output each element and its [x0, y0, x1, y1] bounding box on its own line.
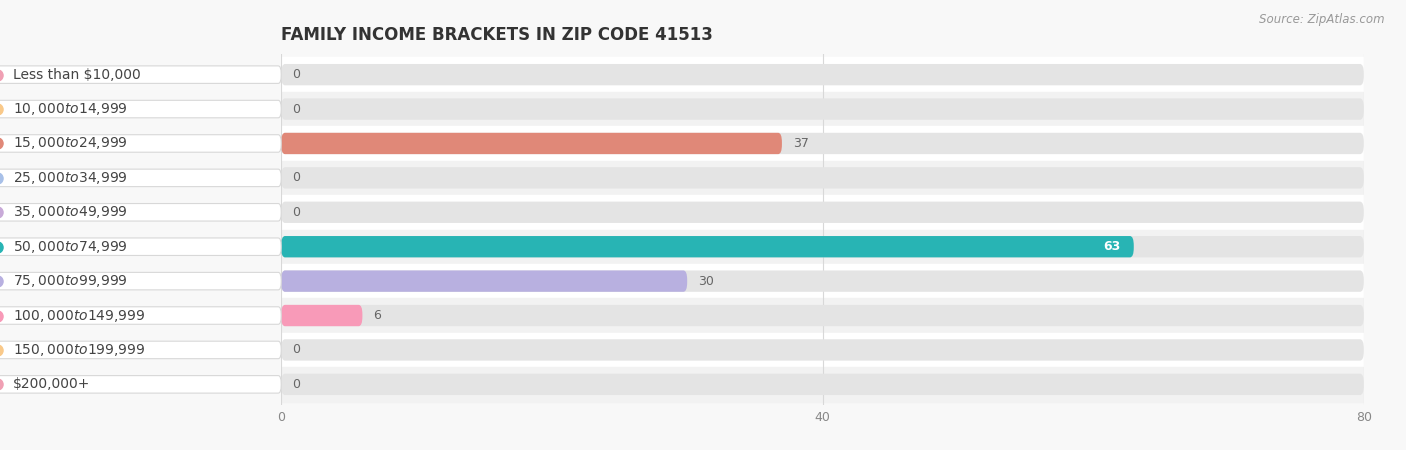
Text: 0: 0 [292, 343, 299, 356]
FancyBboxPatch shape [281, 236, 1133, 257]
Text: $15,000 to $24,999: $15,000 to $24,999 [13, 135, 128, 152]
FancyBboxPatch shape [281, 167, 1364, 189]
FancyBboxPatch shape [0, 238, 281, 256]
FancyBboxPatch shape [281, 64, 1364, 86]
Text: Source: ZipAtlas.com: Source: ZipAtlas.com [1260, 14, 1385, 27]
Text: 37: 37 [793, 137, 808, 150]
Text: $50,000 to $74,999: $50,000 to $74,999 [13, 238, 128, 255]
FancyBboxPatch shape [0, 66, 281, 83]
Text: 0: 0 [292, 206, 299, 219]
Text: 0: 0 [292, 103, 299, 116]
FancyBboxPatch shape [281, 236, 1364, 257]
FancyBboxPatch shape [281, 99, 1364, 120]
FancyBboxPatch shape [281, 270, 688, 292]
FancyBboxPatch shape [281, 374, 1364, 395]
Bar [281, 126, 1364, 161]
FancyBboxPatch shape [281, 270, 1364, 292]
Text: $100,000 to $149,999: $100,000 to $149,999 [13, 307, 146, 324]
FancyBboxPatch shape [281, 133, 1364, 154]
Bar [281, 161, 1364, 195]
FancyBboxPatch shape [0, 135, 281, 152]
Bar [281, 58, 1364, 92]
Text: 0: 0 [292, 68, 299, 81]
FancyBboxPatch shape [281, 133, 782, 154]
FancyBboxPatch shape [0, 307, 281, 324]
FancyBboxPatch shape [281, 305, 363, 326]
FancyBboxPatch shape [0, 272, 281, 290]
FancyBboxPatch shape [0, 341, 281, 359]
Text: $150,000 to $199,999: $150,000 to $199,999 [13, 342, 146, 358]
Text: 6: 6 [373, 309, 381, 322]
FancyBboxPatch shape [281, 202, 1364, 223]
Text: FAMILY INCOME BRACKETS IN ZIP CODE 41513: FAMILY INCOME BRACKETS IN ZIP CODE 41513 [281, 26, 713, 44]
Bar [281, 230, 1364, 264]
FancyBboxPatch shape [0, 100, 281, 118]
Text: 0: 0 [292, 171, 299, 184]
Text: $200,000+: $200,000+ [13, 378, 90, 392]
Bar [281, 92, 1364, 126]
Text: $25,000 to $34,999: $25,000 to $34,999 [13, 170, 128, 186]
Text: $75,000 to $99,999: $75,000 to $99,999 [13, 273, 128, 289]
Text: 63: 63 [1102, 240, 1121, 253]
FancyBboxPatch shape [281, 339, 1364, 360]
Bar [281, 264, 1364, 298]
FancyBboxPatch shape [281, 305, 1364, 326]
Text: $35,000 to $49,999: $35,000 to $49,999 [13, 204, 128, 220]
Text: $10,000 to $14,999: $10,000 to $14,999 [13, 101, 128, 117]
FancyBboxPatch shape [0, 203, 281, 221]
Bar [281, 333, 1364, 367]
Bar [281, 195, 1364, 230]
Text: 0: 0 [292, 378, 299, 391]
FancyBboxPatch shape [0, 376, 281, 393]
Bar [281, 367, 1364, 401]
Text: Less than $10,000: Less than $10,000 [13, 68, 141, 81]
Text: 30: 30 [697, 274, 714, 288]
FancyBboxPatch shape [0, 169, 281, 187]
Bar [281, 298, 1364, 333]
